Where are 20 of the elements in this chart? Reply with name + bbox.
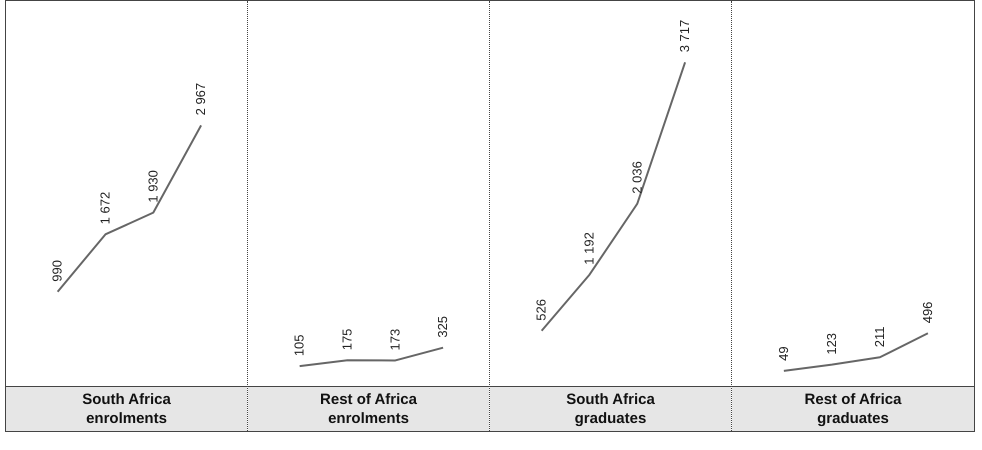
data-label: 496 [920,302,935,324]
x-axis-title: South Africa graduates [565,390,656,428]
data-label: 990 [50,260,65,282]
data-label: 123 [824,332,839,355]
data-label: 2 967 [193,82,208,116]
data-label: 3 717 [677,20,692,52]
data-label: 211 [872,326,887,348]
x-axis-title: Rest of Africa graduates [804,390,902,428]
data-label: 325 [435,316,450,338]
x-axis-title: Rest of Africa enrolments [319,390,418,428]
data-label: 1 672 [97,192,112,224]
data-label: 1 192 [581,232,596,265]
data-label: 105 [292,334,307,356]
data-label: 2 036 [629,161,644,194]
data-label: 173 [387,328,402,350]
data-label: 1 930 [145,170,160,203]
x-axis-title: South Africa enrolments [81,390,172,428]
data-label: 49 [776,346,791,361]
data-label: 175 [339,328,354,350]
data-label: 526 [534,299,549,321]
